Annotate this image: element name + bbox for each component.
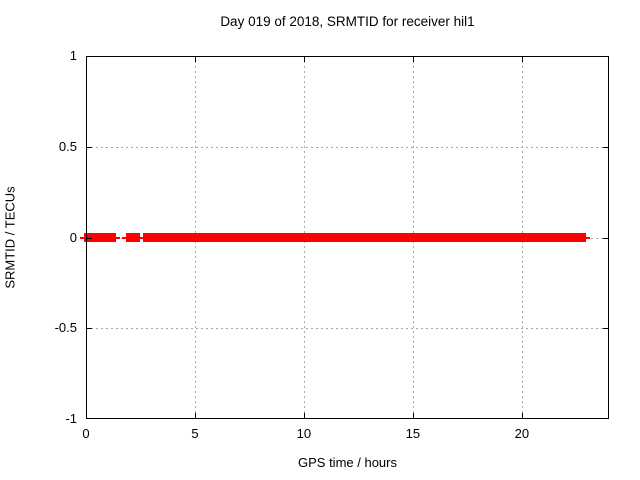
x-tick-mark [303, 56, 305, 62]
y-tick-mark [86, 237, 92, 239]
data-segment [153, 233, 177, 242]
data-segment [122, 233, 145, 242]
data-segment [216, 233, 469, 242]
y-tick-label: 1 [69, 48, 77, 63]
y-tick-mark [86, 328, 92, 330]
x-tick-mark [194, 413, 196, 419]
y-tick-mark [603, 328, 609, 330]
x-tick-label: 10 [296, 426, 312, 441]
plot-border [86, 56, 609, 419]
x-tick-label: 20 [514, 426, 530, 441]
x-tick-label: 15 [405, 426, 421, 441]
x-tick-mark [412, 56, 414, 62]
x-tick-mark [194, 56, 196, 62]
y-tick-label: 0.5 [58, 138, 77, 154]
x-tick-label: 5 [191, 426, 199, 441]
data-segment [180, 233, 215, 242]
y-gridline [86, 146, 609, 148]
y-tick-label: -0.5 [54, 320, 77, 336]
data-segment [205, 233, 226, 242]
data-segment [461, 233, 495, 242]
x-axis-label: GPS time / hours [298, 455, 397, 470]
y-axis-label: SRMTID / TECUs [2, 186, 18, 289]
x-tick-mark [412, 413, 414, 419]
data-segment [167, 233, 192, 242]
y-tick-mark [86, 146, 92, 148]
chart-title: Day 019 of 2018, SRMTID for receiver hil… [220, 14, 475, 29]
x-tick-label: 0 [82, 426, 90, 441]
data-segment [492, 233, 590, 242]
x-tick-mark [521, 413, 523, 419]
x-tick-mark [303, 413, 305, 419]
data-segment [79, 233, 121, 242]
plot-area [79, 56, 609, 419]
y-tick-label: -1 [65, 411, 77, 426]
y-tick-mark [603, 146, 609, 148]
x-tick-mark [521, 56, 523, 62]
y-tick-mark [603, 237, 609, 239]
y-gridline [86, 328, 609, 330]
y-tick-label: 0 [69, 229, 77, 245]
